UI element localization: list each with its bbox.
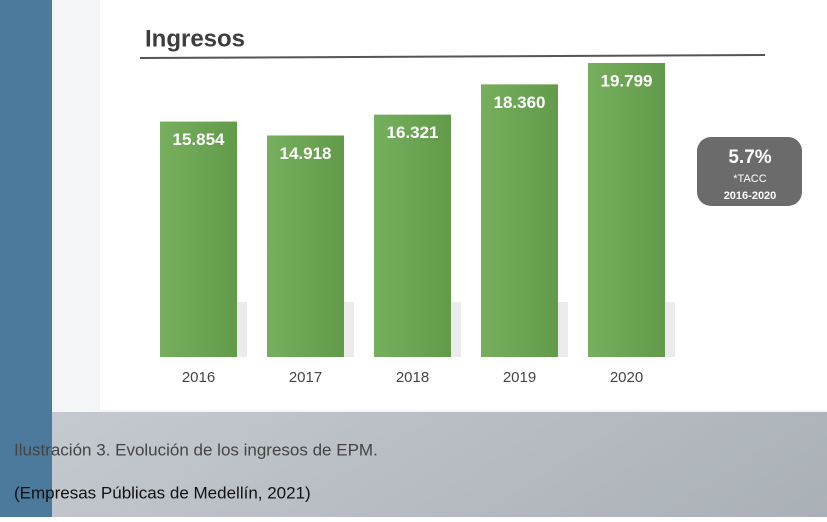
bar-shade	[267, 135, 344, 357]
x-tick-label: 2018	[396, 369, 429, 386]
badge-period: 2016-2020	[724, 190, 777, 202]
x-tick-label: 2019	[503, 369, 536, 386]
badge	[697, 137, 802, 206]
bar-shade	[374, 114, 451, 358]
side-strip	[0, 0, 52, 517]
badge-value: 5.7%	[728, 147, 771, 168]
value-label: 16.321	[387, 123, 439, 142]
x-tick-label: 2020	[610, 369, 643, 386]
caption-title: Ilustración 3. Evolución de los ingresos…	[14, 440, 378, 459]
value-label: 15.854	[173, 130, 226, 149]
title-rule	[139, 54, 766, 59]
chart-title: Ingresos	[145, 25, 245, 52]
badge-label: *TACC	[733, 173, 766, 185]
caption-source: (Empresas Públicas de Medellín, 2021)	[14, 483, 311, 502]
x-tick-label: 2017	[289, 369, 322, 386]
value-label: 18.360	[494, 93, 546, 112]
bar-shade	[588, 63, 665, 357]
bar-shade	[160, 121, 237, 357]
bar-shade	[481, 84, 558, 358]
value-label: 14.918	[280, 144, 332, 163]
x-tick-label: 2016	[182, 369, 215, 386]
value-label: 19.799	[601, 71, 653, 90]
